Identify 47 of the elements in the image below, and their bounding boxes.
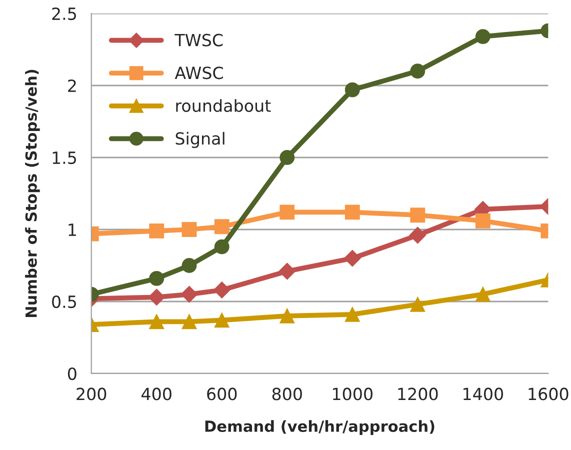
point [180, 286, 198, 303]
point [148, 288, 165, 306]
y-tick-label: 1.5 [52, 152, 76, 164]
x-tick-label: 800 [272, 388, 302, 400]
legend-label: roundabout [176, 99, 271, 112]
y-tick-label: 0.5 [52, 295, 76, 308]
y-tick-label: 1 [68, 224, 76, 236]
point [344, 250, 361, 267]
y-tick-label: 0 [68, 367, 76, 380]
y-tick-label: 2.5 [52, 7, 76, 20]
point [475, 286, 490, 302]
point [280, 150, 295, 165]
point [214, 219, 230, 234]
point [410, 296, 426, 312]
point [410, 64, 426, 79]
point [213, 282, 230, 298]
x-tick-label: 200 [76, 388, 106, 400]
x-tick-label: 1400 [464, 388, 504, 400]
point [410, 208, 426, 223]
point [149, 314, 164, 330]
y-tick-label: 2 [68, 79, 76, 92]
point [182, 222, 197, 237]
legend-label: TWSC [174, 34, 223, 46]
legend-label: Signal [176, 132, 224, 148]
point [475, 213, 490, 228]
x-tick-label: 400 [142, 388, 172, 400]
point [182, 314, 197, 330]
point [182, 258, 197, 273]
x-tick-label: 1600 [528, 388, 568, 400]
y-axis-title: Number of Stops (Stops/veh) [25, 70, 40, 318]
legend-label: AWSC [174, 66, 223, 80]
x-tick-label: 1200 [398, 388, 438, 400]
point [149, 223, 164, 238]
x-tick-label: 1000 [333, 388, 372, 400]
x-tick-label: 600 [207, 388, 237, 400]
x-axis-title: Demand (veh/hr/approach) [205, 420, 434, 435]
point [475, 29, 490, 44]
point [344, 204, 360, 220]
point [214, 312, 230, 328]
point [344, 82, 360, 98]
point [409, 226, 426, 244]
point [280, 204, 295, 220]
point [280, 308, 295, 324]
point [278, 262, 296, 280]
point [214, 239, 230, 254]
point [149, 270, 164, 286]
point [344, 306, 360, 322]
